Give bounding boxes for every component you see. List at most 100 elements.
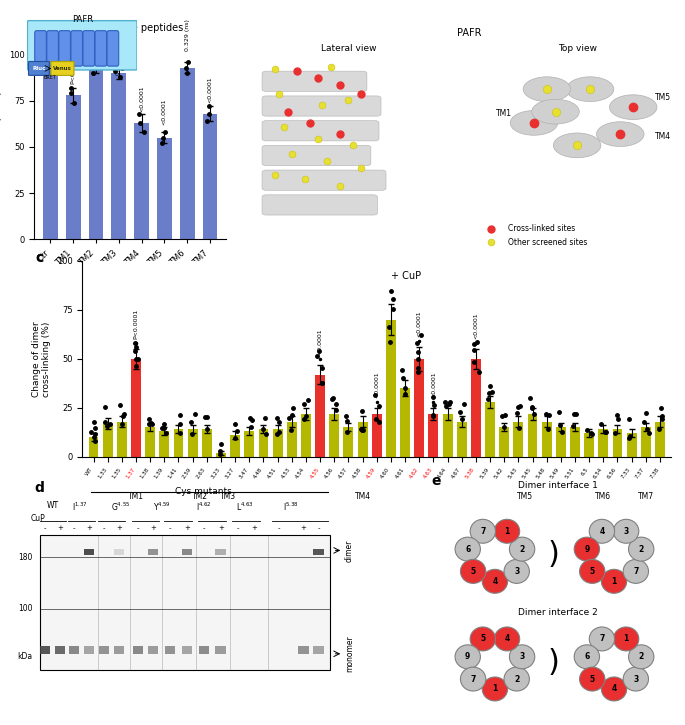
Bar: [182, 646, 192, 654]
Text: d: d: [34, 481, 44, 494]
Text: 4: 4: [493, 577, 497, 586]
Circle shape: [614, 627, 639, 651]
Text: <0.0001: <0.0001: [416, 311, 422, 337]
FancyBboxPatch shape: [51, 62, 74, 75]
Bar: [315, 375, 325, 457]
Text: <0.0001: <0.0001: [318, 328, 323, 355]
Circle shape: [510, 110, 558, 136]
Text: PAFR: PAFR: [457, 28, 482, 38]
Text: +: +: [150, 525, 156, 531]
Bar: [88, 437, 99, 457]
Circle shape: [610, 95, 657, 120]
Text: TM2: TM2: [192, 492, 208, 501]
Text: 2: 2: [638, 652, 644, 661]
Text: +: +: [218, 525, 224, 531]
Text: P<0.0001: P<0.0001: [71, 54, 75, 84]
Circle shape: [601, 677, 627, 701]
Text: -: -: [44, 525, 46, 531]
Text: 9: 9: [465, 652, 471, 661]
Bar: [114, 550, 124, 555]
Text: BRET: BRET: [44, 75, 57, 80]
Bar: [84, 550, 94, 555]
Circle shape: [629, 537, 654, 561]
Text: TM1: TM1: [496, 109, 512, 118]
Circle shape: [580, 560, 605, 584]
Bar: [314, 550, 324, 555]
Circle shape: [614, 519, 639, 543]
FancyBboxPatch shape: [71, 30, 82, 66]
Bar: [287, 421, 297, 457]
Text: G$^{4.55}$: G$^{4.55}$: [111, 501, 131, 513]
Text: e: e: [432, 473, 441, 488]
Text: TM3: TM3: [220, 492, 236, 501]
Bar: [230, 435, 240, 457]
Text: TM1: TM1: [128, 492, 144, 501]
Circle shape: [455, 645, 480, 668]
Text: TM4: TM4: [656, 132, 671, 141]
Circle shape: [495, 627, 520, 651]
Bar: [202, 429, 212, 457]
Bar: [216, 646, 226, 654]
Text: 7: 7: [599, 634, 605, 644]
Text: 3: 3: [633, 674, 638, 684]
Text: Cys mutants: Cys mutants: [175, 487, 232, 497]
Y-axis label: Change of dimer
cross-linking (%): Change of dimer cross-linking (%): [32, 321, 51, 397]
Bar: [570, 428, 580, 457]
Bar: [343, 428, 353, 457]
Bar: [414, 359, 424, 457]
Text: I$^{5.38}$: I$^{5.38}$: [282, 501, 299, 513]
Text: 7: 7: [480, 527, 486, 536]
Bar: [160, 431, 169, 457]
Bar: [527, 414, 538, 457]
Text: 5: 5: [471, 567, 475, 576]
Text: L$^{4.63}$: L$^{4.63}$: [236, 501, 254, 513]
Bar: [627, 434, 636, 457]
Bar: [55, 646, 65, 654]
Text: 180: 180: [18, 552, 32, 562]
Bar: [314, 646, 324, 654]
Text: 1: 1: [504, 527, 510, 536]
Text: 100: 100: [18, 605, 32, 613]
Bar: [145, 428, 155, 457]
Circle shape: [510, 645, 535, 668]
Text: <0.0001: <0.0001: [139, 86, 144, 112]
Circle shape: [580, 667, 605, 691]
FancyBboxPatch shape: [47, 30, 58, 66]
FancyBboxPatch shape: [59, 30, 71, 66]
Text: Lateral view: Lateral view: [321, 44, 376, 53]
Bar: [134, 123, 149, 239]
Bar: [199, 646, 209, 654]
Text: <0.0001: <0.0001: [473, 312, 478, 339]
FancyBboxPatch shape: [262, 195, 377, 215]
Circle shape: [623, 560, 649, 584]
Text: +: +: [57, 525, 63, 531]
Circle shape: [482, 677, 508, 701]
Text: 6: 6: [465, 544, 471, 554]
Text: 5: 5: [590, 567, 595, 576]
Bar: [245, 431, 254, 457]
Text: 2: 2: [519, 544, 525, 554]
Text: <0.0001: <0.0001: [208, 76, 212, 103]
Bar: [599, 429, 608, 457]
Bar: [556, 428, 566, 457]
Bar: [133, 646, 143, 654]
Circle shape: [601, 569, 627, 593]
Text: TM5: TM5: [517, 492, 534, 501]
Text: TM7: TM7: [638, 492, 654, 501]
Text: 9: 9: [584, 544, 590, 554]
Text: 4: 4: [612, 684, 616, 694]
Bar: [299, 646, 309, 654]
Text: ): ): [547, 648, 559, 677]
Text: -: -: [136, 525, 139, 531]
Circle shape: [589, 519, 614, 543]
Text: +: +: [184, 525, 190, 531]
Bar: [258, 429, 269, 457]
Bar: [179, 67, 195, 239]
Bar: [216, 550, 226, 555]
Text: 1: 1: [612, 577, 616, 586]
Bar: [43, 54, 58, 239]
Bar: [329, 414, 339, 457]
Circle shape: [504, 667, 530, 691]
Bar: [40, 535, 330, 670]
Text: 1: 1: [623, 634, 629, 644]
